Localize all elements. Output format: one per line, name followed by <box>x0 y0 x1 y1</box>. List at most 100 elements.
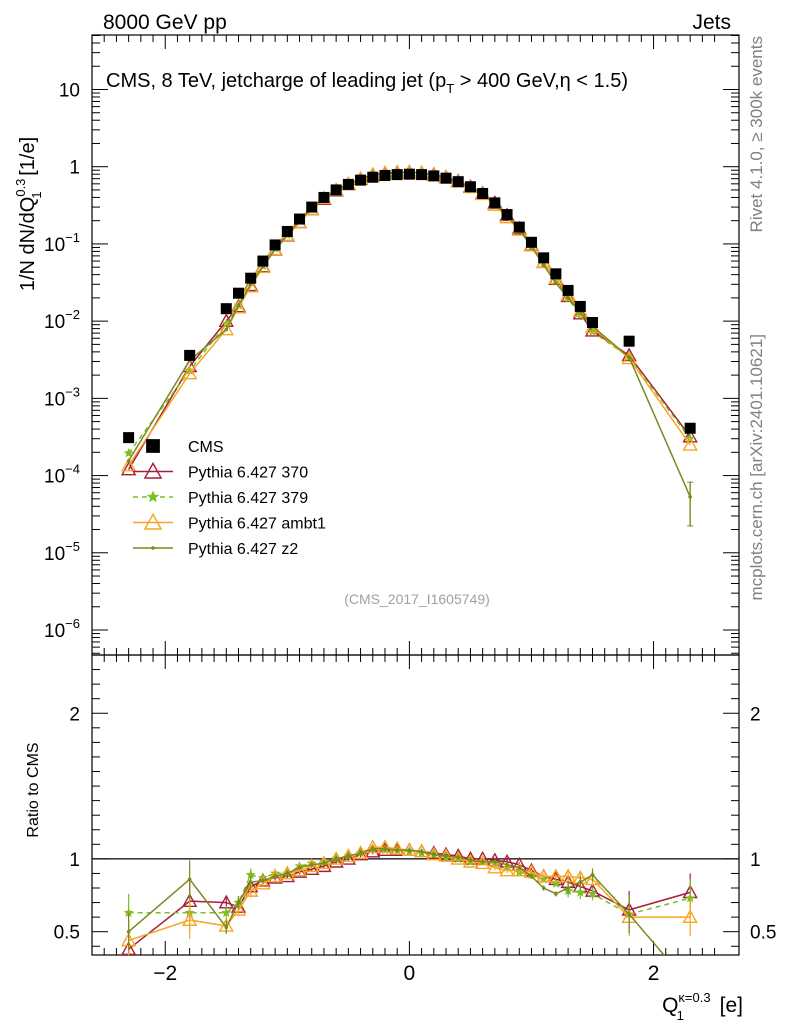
data-point <box>574 300 586 312</box>
series-pythia-6-427-370 <box>120 164 698 476</box>
data-point <box>245 869 256 880</box>
legend-label: Pythia 6.427 ambt1 <box>188 516 326 533</box>
data-point <box>623 335 635 347</box>
data-point <box>184 365 195 375</box>
data-point <box>499 862 515 877</box>
data-point <box>232 287 244 299</box>
y-axis-label-b: [1/e] <box>17 137 39 181</box>
x-axis-label-b: [e] <box>714 994 743 1017</box>
y-tick-label: 10−5 <box>44 539 80 565</box>
data-point <box>281 225 293 237</box>
data-point <box>682 909 698 924</box>
data-point <box>187 877 192 882</box>
data-point <box>379 169 391 181</box>
series-line <box>127 171 691 470</box>
data-point <box>236 303 241 308</box>
main-plot-area <box>120 164 698 527</box>
data-point <box>587 326 598 336</box>
data-point <box>377 839 393 854</box>
data-point <box>123 907 134 917</box>
data-point <box>184 349 196 361</box>
data-point <box>355 174 367 186</box>
data-point <box>218 321 234 336</box>
data-point <box>480 859 485 864</box>
data-point <box>501 209 513 221</box>
data-point <box>416 169 428 181</box>
data-point <box>468 858 473 863</box>
data-point <box>318 191 330 203</box>
data-point <box>477 187 489 199</box>
data-point <box>548 868 564 883</box>
data-point <box>243 882 259 897</box>
ratio-line <box>128 846 691 942</box>
y-tick-label: 10−3 <box>44 384 80 410</box>
data-point <box>218 313 234 328</box>
ratio-panel-frame <box>91 654 740 956</box>
data-point <box>279 865 296 880</box>
y-tick-label: 10−2 <box>44 307 80 333</box>
data-point <box>627 912 631 917</box>
data-point <box>550 878 561 888</box>
plot-title-sub: T <box>446 81 454 96</box>
data-point <box>367 171 379 183</box>
legend-entry-pythia-6-427-379: Pythia 6.427 379 <box>133 490 308 507</box>
data-point <box>224 327 229 332</box>
data-point <box>285 871 290 876</box>
x-axis-label-a: Q <box>662 994 678 1017</box>
data-point <box>383 846 387 851</box>
data-point <box>575 887 586 897</box>
data-point <box>621 350 637 365</box>
data-point <box>248 880 253 884</box>
data-point <box>370 846 375 851</box>
x-tick-label: 0 <box>404 962 416 985</box>
legend-entry-pythia-6-427-ambt1: Pythia 6.427 ambt1 <box>133 512 326 533</box>
data-point <box>316 858 332 873</box>
data-point <box>562 284 574 296</box>
data-point <box>322 861 326 866</box>
data-point <box>587 888 598 898</box>
legend-label: Pythia 6.427 379 <box>188 490 308 507</box>
plot-title-a: CMS, 8 TeV, jetcharge of leading jet (p <box>106 70 446 92</box>
data-point <box>146 439 160 453</box>
data-point <box>346 854 351 858</box>
data-point <box>426 845 442 859</box>
data-point <box>297 865 302 870</box>
data-point <box>578 880 583 884</box>
data-point <box>572 305 588 320</box>
data-point <box>126 459 131 463</box>
y-axis-label: 1/N dN/dQ0.31 [1/e] <box>13 137 44 291</box>
y-tick-label: 10−4 <box>44 462 80 488</box>
data-point <box>230 299 247 314</box>
data-point <box>535 868 552 883</box>
legend-entry-pythia-6-427-z2: Pythia 6.427 z2 <box>133 541 298 558</box>
data-point <box>294 213 306 225</box>
data-point <box>541 263 546 268</box>
data-point <box>143 461 163 479</box>
ratio-tick-label-left: 0.5 <box>54 923 80 944</box>
data-point <box>269 239 281 251</box>
data-point <box>428 170 440 182</box>
data-point <box>525 236 537 248</box>
data-point <box>464 181 476 193</box>
data-point <box>685 893 696 903</box>
y-tick-label: 1 <box>69 158 80 179</box>
data-point <box>682 428 698 443</box>
plot-title-b: > 400 GeV,η < 1.5) <box>454 70 628 92</box>
x-tick-label: −2 <box>153 962 177 985</box>
data-point <box>456 855 461 860</box>
data-point <box>255 875 271 890</box>
rivet-version-label: Rivet 4.1.0, ≥ 300k events <box>747 36 766 232</box>
data-point <box>120 461 137 476</box>
data-point <box>245 272 257 284</box>
mcplots-source-label: mcplots.cern.ch [arXiv:2401.10621] <box>747 334 766 600</box>
y-tick-label: 10 <box>59 80 80 101</box>
data-point <box>395 848 399 852</box>
data-point <box>365 839 381 854</box>
data-point <box>236 900 241 905</box>
data-point <box>403 168 415 180</box>
data-point <box>257 255 269 267</box>
data-point <box>529 874 534 879</box>
ratio-line <box>128 849 691 950</box>
data-point <box>120 457 137 472</box>
data-point <box>538 252 550 264</box>
